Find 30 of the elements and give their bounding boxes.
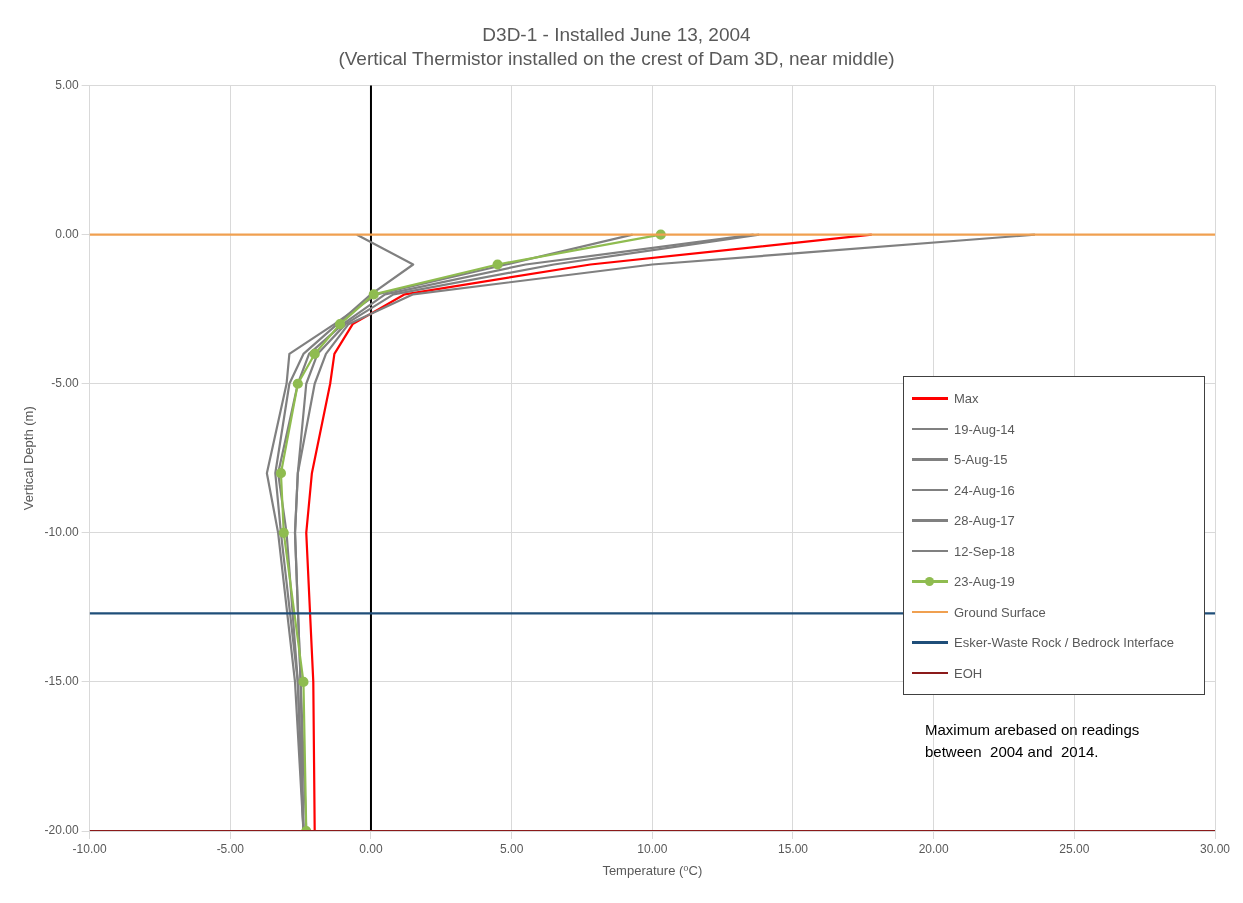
legend-label: Max [954,391,979,407]
x-tick-label: -5.00 [216,841,245,856]
x-tick-label: 30.00 [1199,841,1231,856]
legend-label: 24-Aug-16 [954,482,1015,498]
x-tick-label: 25.00 [1059,841,1090,856]
y-tick-label: 0.00 [55,226,79,241]
x-tick-label: 0.00 [359,841,383,856]
x-tick-label: 5.00 [499,841,524,856]
legend-label: 19-Aug-14 [954,421,1015,437]
legend-label: 12-Sep-18 [954,543,1015,559]
y-tick-label: -20.00 [44,823,79,838]
y-axis-title: Vertical Depth (m) [21,406,37,511]
x-tick-label: -10.00 [72,841,107,856]
chart-title: D3D-1 - Installed June 13, 2004 [482,23,752,45]
y-tick-label: -5.00 [51,376,79,391]
x-tick-label: 20.00 [918,841,949,856]
y-tick-label: -15.00 [44,674,79,689]
x-axis-title: Temperature (⁰C) [602,862,703,878]
y-tick-label: -10.00 [44,525,79,540]
legend-label: 5-Aug-15 [954,452,1008,468]
annotation: Maximum arebased on readings between 2004 and 2014. [925,720,1141,762]
legend-label: EOH [954,665,983,681]
chart-subtitle: (Vertical Thermistor installed on the crest of Dam 3D, near middle) [338,48,895,70]
x-tick-label: 15.00 [777,841,809,856]
y-tick-label: 5.00 [55,77,79,92]
x-tick-label: 10.00 [637,841,668,856]
legend-label: 28-Aug-17 [954,513,1015,529]
legend-label: 23-Aug-19 [954,574,1015,590]
legend-label: Ground Surface [954,604,1046,620]
legend-label: Esker-Waste Rock / Bedrock Interface [954,635,1174,651]
